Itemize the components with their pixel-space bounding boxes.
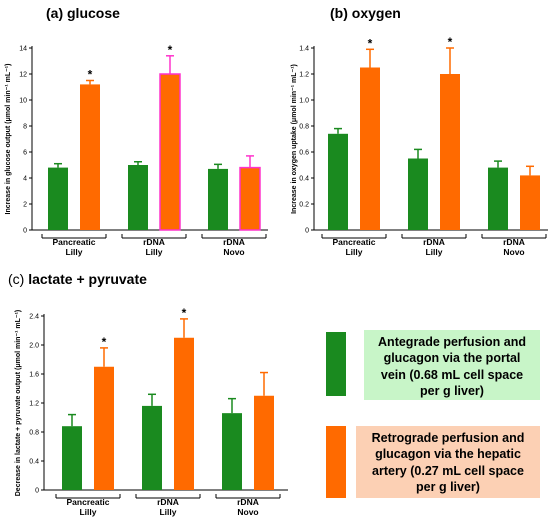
bar-series0-1: [142, 405, 162, 490]
bar-series1-1: [174, 337, 194, 490]
y-tick-label: 8: [23, 124, 27, 131]
y-tick-label: 1.0: [299, 98, 309, 105]
chart-panel-0: (a) glucose Increase in glucose output (μ…: [5, 5, 268, 257]
y-axis-label: Decrease in lactate + pyruvate output (μ…: [15, 310, 22, 497]
chart-title: (a) glucose: [46, 5, 120, 21]
category-bracket: [121, 234, 187, 239]
y-tick-label: 4: [23, 176, 27, 183]
category-bracket: [215, 494, 281, 499]
y-tick-label: 6: [23, 150, 27, 157]
category-label-line2: Lilly: [79, 507, 96, 517]
legend-text-antegrade: Antegrade perfusion and glucagon via the…: [364, 330, 540, 400]
category-label-line1: rDNA: [143, 237, 165, 247]
chart-title-label: (c): [8, 271, 28, 287]
legend-swatch-retrograde: [326, 426, 346, 498]
significance-star: *: [182, 306, 187, 320]
bar-series0-0: [328, 133, 348, 230]
y-tick-label: 14: [19, 46, 27, 53]
significance-star: *: [168, 43, 173, 57]
category-bracket: [401, 234, 467, 239]
bar-series0-2: [488, 167, 508, 230]
category-label-line1: rDNA: [503, 237, 525, 247]
bar-series1-1: [159, 73, 181, 231]
significance-star: *: [448, 35, 453, 49]
category-label-line1: Pancreatic: [333, 237, 376, 247]
bar-series1-0: [80, 84, 100, 231]
category-label-line2: Novo: [223, 247, 244, 257]
category-bracket: [41, 234, 107, 239]
category-label-line1: rDNA: [223, 237, 245, 247]
bar-series0-0: [48, 167, 68, 230]
category-label-line2: Lilly: [425, 247, 442, 257]
chart-panel-1: (b) oxygen Increase in oxygen uptake (μmo…: [291, 5, 548, 257]
y-tick-label: 0.6: [299, 150, 309, 157]
bar-series1-2: [520, 175, 540, 230]
category-bracket: [55, 494, 121, 499]
bar-series1-1: [440, 74, 460, 230]
y-tick-label: 0.8: [299, 124, 309, 131]
legend-swatch-antegrade: [326, 332, 346, 396]
y-tick-label: 2.4: [29, 314, 39, 321]
y-tick-label: 1.2: [29, 401, 39, 408]
bar-series1-2: [239, 166, 261, 231]
category-label-line2: Lilly: [159, 507, 176, 517]
category-bracket: [135, 494, 201, 499]
y-axis-label: Increase in glucose output (μmol min⁻¹ m…: [5, 64, 12, 215]
bar-series1-0: [360, 67, 380, 230]
legend-text-retrograde: Retrograde perfusion and glucagon via th…: [356, 426, 540, 498]
y-tick-label: 0.4: [29, 459, 39, 466]
significance-star: *: [368, 36, 373, 50]
chart-panel-2: (c) lactate + pyruvate Decrease in lactat…: [8, 271, 288, 517]
y-tick-label: 1.6: [29, 372, 39, 379]
category-label-line1: rDNA: [237, 497, 259, 507]
y-tick-label: 10: [19, 98, 27, 105]
y-tick-label: 0.8: [29, 430, 39, 437]
category-label-line2: Lilly: [65, 247, 82, 257]
category-label-line2: Lilly: [345, 247, 362, 257]
bar-series0-1: [128, 165, 148, 230]
category-label-line1: Pancreatic: [53, 237, 96, 247]
category-label-line1: rDNA: [157, 497, 179, 507]
significance-star: *: [88, 68, 93, 82]
y-tick-label: 2: [23, 202, 27, 209]
bar-series0-0: [62, 426, 82, 490]
bar-series0-2: [222, 413, 242, 490]
chart-title: (c) lactate + pyruvate: [8, 271, 147, 287]
y-tick-label: 0: [305, 228, 309, 235]
category-bracket: [321, 234, 387, 239]
y-tick-label: 1.4: [299, 46, 309, 53]
category-label-line2: Novo: [503, 247, 524, 257]
y-tick-label: 0.2: [299, 202, 309, 209]
y-tick-label: 0: [35, 488, 39, 495]
category-label-line2: Lilly: [145, 247, 162, 257]
category-bracket: [201, 234, 267, 239]
significance-star: *: [102, 335, 107, 349]
bar-series0-2: [208, 168, 228, 230]
category-label-line2: Novo: [237, 507, 258, 517]
category-label-line1: Pancreatic: [67, 497, 110, 507]
y-tick-label: 0: [23, 228, 27, 235]
bar-series1-0: [94, 366, 114, 490]
y-tick-label: 12: [19, 72, 27, 79]
category-bracket: [481, 234, 547, 239]
chart-title-text: lactate + pyruvate: [28, 271, 147, 287]
category-label-line1: rDNA: [423, 237, 445, 247]
y-axis-label: Increase in oxygen uptake (μmol min⁻¹ mL…: [291, 64, 298, 214]
y-tick-label: 2.0: [29, 343, 39, 350]
y-tick-label: 1.2: [299, 72, 309, 79]
bar-series1-2: [254, 395, 274, 490]
y-tick-label: 0.4: [299, 176, 309, 183]
bar-series0-1: [408, 158, 428, 230]
chart-title: (b) oxygen: [330, 5, 401, 21]
